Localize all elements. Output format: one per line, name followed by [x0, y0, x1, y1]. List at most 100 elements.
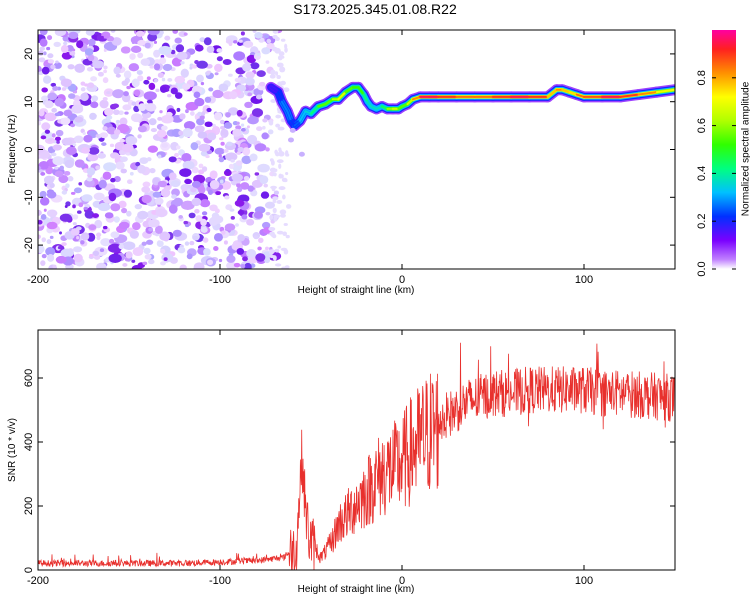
noise-blob — [47, 138, 53, 142]
top-y-axis: -20 -10 0 10 20 — [23, 48, 675, 253]
noise-blob — [99, 99, 109, 109]
noise-blob — [225, 152, 238, 161]
noise-blob — [218, 83, 229, 92]
noise-blob — [45, 247, 56, 256]
noise-blob — [155, 208, 168, 218]
noise-blob — [193, 91, 201, 99]
y-tick-label: 600 — [23, 369, 35, 387]
noise-blob — [142, 181, 151, 188]
noise-blob — [88, 38, 96, 47]
noise-blob — [188, 212, 196, 219]
noise-blob — [155, 88, 160, 93]
noise-blob — [137, 39, 146, 46]
noise-blob — [201, 211, 208, 216]
noise-blob — [97, 202, 111, 212]
colorbar-tick-label: 0.0 — [696, 261, 708, 276]
noise-blob — [191, 166, 199, 174]
noise-blob — [60, 78, 72, 88]
noise-blob — [139, 157, 149, 164]
noise-blob — [273, 172, 277, 177]
noise-blob — [57, 245, 62, 250]
noise-blob — [54, 166, 59, 170]
noise-blob — [113, 176, 121, 183]
noise-blob — [182, 160, 195, 170]
noise-blob — [106, 91, 111, 95]
noise-blob — [92, 250, 100, 256]
noise-blob — [153, 63, 161, 71]
noise-blob — [285, 172, 289, 176]
noise-blob — [285, 153, 290, 157]
noise-blob — [212, 89, 224, 99]
noise-blob — [39, 46, 46, 51]
bottom-x-axis-label: Height of straight line (km) — [298, 584, 415, 595]
noise-blob — [177, 246, 186, 254]
noise-blob — [129, 171, 134, 176]
noise-blob — [43, 175, 55, 185]
colorbar-tick-label: 0.2 — [696, 214, 708, 229]
noise-blob — [150, 127, 158, 133]
noise-blob — [235, 160, 243, 166]
noise-blob — [64, 204, 68, 208]
noise-blob — [243, 175, 250, 181]
noise-blob — [38, 71, 44, 76]
noise-blob — [194, 208, 200, 214]
noise-blob — [200, 81, 205, 86]
noise-blob — [215, 191, 222, 196]
noise-blob — [50, 64, 56, 70]
noise-blob — [142, 261, 148, 266]
noise-blob — [214, 63, 223, 73]
noise-blob — [264, 201, 276, 209]
noise-blob — [133, 89, 141, 97]
noise-blob — [78, 182, 83, 186]
noise-blob — [235, 223, 239, 227]
noise-blob — [138, 103, 147, 112]
noise-blob — [68, 31, 79, 40]
noise-blob — [157, 180, 168, 188]
noise-blob — [146, 99, 153, 104]
noise-blob — [124, 111, 129, 115]
noise-blob — [236, 121, 240, 125]
trace-segment — [310, 105, 320, 115]
noise-blob — [112, 103, 120, 109]
noise-blob — [38, 57, 46, 63]
noise-blob — [269, 250, 274, 255]
noise-blob — [208, 87, 214, 92]
noise-blob — [216, 56, 223, 62]
noise-blob — [154, 225, 163, 234]
noise-blob — [265, 60, 270, 64]
noise-blob — [104, 107, 114, 116]
noise-blob — [87, 54, 95, 62]
noise-blob — [174, 75, 186, 84]
noise-blob — [47, 53, 54, 59]
noise-blob — [264, 34, 269, 39]
colorbar: 0.0 0.2 0.4 0.6 0.8 Normalized spectral ampl… — [696, 30, 750, 277]
noise-blob — [121, 93, 131, 103]
noise-blob — [72, 214, 79, 220]
noise-blob — [137, 210, 149, 220]
noise-blob — [95, 134, 99, 138]
noise-blob — [276, 200, 283, 205]
noise-blob — [137, 125, 147, 133]
noise-blob — [167, 93, 172, 98]
noise-blob — [253, 235, 259, 240]
noise-blob — [55, 129, 64, 137]
noise-blob — [77, 210, 82, 214]
noise-blob — [186, 253, 193, 260]
noise-blob — [126, 210, 132, 217]
noise-blob — [73, 253, 83, 263]
noise-blob — [170, 49, 176, 55]
noise-blob — [94, 219, 103, 229]
noise-blob — [192, 235, 199, 241]
noise-blob — [207, 132, 217, 141]
noise-blob — [115, 161, 125, 170]
noise-blob — [148, 259, 155, 265]
noise-blob — [83, 134, 93, 143]
noise-blob — [244, 77, 255, 86]
noise-blob — [110, 203, 121, 212]
noise-blob — [93, 192, 105, 201]
noise-blob — [131, 101, 137, 106]
noise-blob — [49, 235, 54, 240]
noise-blob — [273, 214, 281, 219]
noise-blob — [110, 177, 116, 183]
trace-blob — [287, 137, 294, 143]
